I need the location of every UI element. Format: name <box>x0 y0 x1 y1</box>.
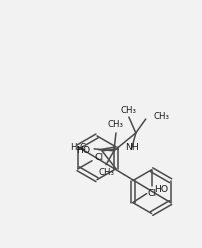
Text: Cl: Cl <box>94 153 103 162</box>
Text: CH₃: CH₃ <box>108 121 124 129</box>
Text: HO: HO <box>76 146 90 155</box>
Text: CH₃: CH₃ <box>121 106 137 115</box>
Text: HO: HO <box>155 185 169 194</box>
Text: CH₃: CH₃ <box>154 112 170 121</box>
Text: H₃C: H₃C <box>70 143 86 152</box>
Text: Cl: Cl <box>147 189 156 198</box>
Text: CH₃: CH₃ <box>98 168 114 177</box>
Text: NH: NH <box>125 143 139 152</box>
